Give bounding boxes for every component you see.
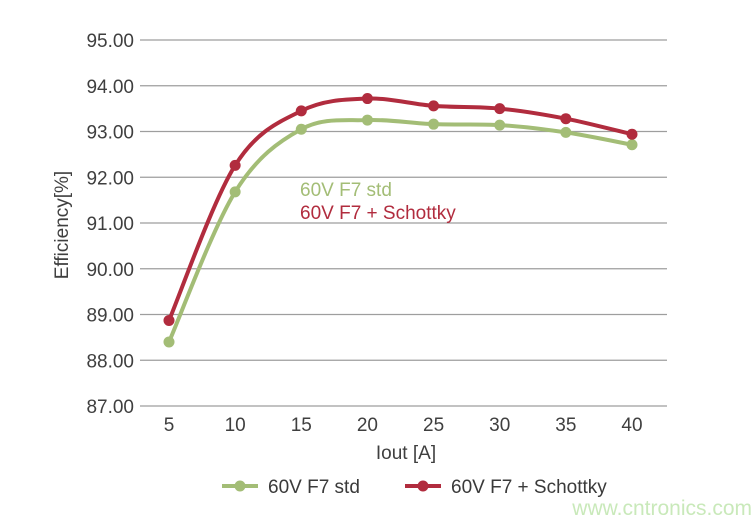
- data-point-60v-f7-schottky-25a: [428, 100, 440, 112]
- data-series: [163, 93, 638, 348]
- series-60v-f7-schottky: [163, 93, 638, 326]
- y-tick-label-93: 93.00: [86, 123, 134, 144]
- data-point-60v-f7-schottky-35a: [560, 113, 572, 125]
- data-point-60v-f7-std-20a: [361, 114, 373, 126]
- data-point-60v-f7-std-10a: [229, 186, 241, 198]
- x-axis-tick-labels: 5 10 15 20 25 30 35 40: [164, 415, 643, 436]
- data-point-60v-f7-std-5a: [163, 336, 175, 348]
- y-tick-label-88: 88.00: [86, 351, 134, 372]
- y-tick-label-87: 87.00: [86, 397, 134, 418]
- watermark-text: www.cntronics.com: [571, 497, 752, 520]
- data-point-60v-f7-schottky-10a: [229, 159, 241, 171]
- y-tick-label-92: 92.00: [86, 168, 134, 189]
- x-tick-label-30: 30: [489, 415, 510, 436]
- legend-label-60v-f7-std: 60V F7 std: [268, 477, 360, 498]
- data-point-60v-f7-schottky-30a: [494, 103, 506, 115]
- data-point-60v-f7-std-15a: [295, 123, 307, 135]
- y-tick-label-90: 90.00: [86, 260, 134, 281]
- series-60v-f7-std: [163, 114, 638, 348]
- data-point-60v-f7-std-40a: [626, 139, 638, 151]
- series-line-60v-f7-std: [167, 117, 634, 344]
- legend: 60V F7 std 60V F7 + Schottky: [222, 477, 607, 498]
- legend-item-60v-f7-std: 60V F7 std: [222, 477, 360, 498]
- x-tick-label-15: 15: [291, 415, 312, 436]
- x-tick-label-5: 5: [164, 415, 175, 436]
- data-point-60v-f7-schottky-15a: [295, 105, 307, 117]
- data-point-60v-f7-std-30a: [494, 119, 506, 131]
- annotation-60v-f7-schottky: 60V F7 + Schottky: [300, 203, 456, 224]
- x-tick-label-20: 20: [357, 415, 378, 436]
- data-point-60v-f7-schottky-5a: [163, 314, 175, 326]
- legend-marker-dot-green: [234, 480, 246, 492]
- series-line-60v-f7-schottky: [167, 96, 634, 323]
- y-axis-tick-labels: 95.00 94.00 93.00 92.00 91.00 90.00 89.00 88.00…: [86, 31, 134, 418]
- y-tick-label-94: 94.00: [86, 77, 134, 98]
- y-axis-title: Efficiency[%]: [52, 171, 73, 279]
- x-axis-title: Iout [A]: [376, 443, 436, 464]
- annotation-60v-f7-std: 60V F7 std: [300, 180, 392, 201]
- y-tick-label-91: 91.00: [86, 214, 134, 235]
- x-tick-label-25: 25: [423, 415, 444, 436]
- y-tick-label-95: 95.00: [86, 31, 134, 52]
- legend-item-60v-f7-schottky: 60V F7 + Schottky: [405, 477, 607, 498]
- x-tick-label-35: 35: [555, 415, 576, 436]
- data-point-60v-f7-std-25a: [428, 118, 440, 130]
- data-point-60v-f7-schottky-40a: [626, 128, 638, 140]
- data-point-60v-f7-schottky-20a: [361, 93, 373, 105]
- y-tick-label-89: 89.00: [86, 306, 134, 327]
- legend-marker-dot-red: [417, 480, 429, 492]
- data-point-60v-f7-std-35a: [560, 126, 572, 138]
- legend-label-60v-f7-schottky: 60V F7 + Schottky: [451, 477, 607, 498]
- x-tick-label-40: 40: [621, 415, 642, 436]
- x-tick-label-10: 10: [225, 415, 246, 436]
